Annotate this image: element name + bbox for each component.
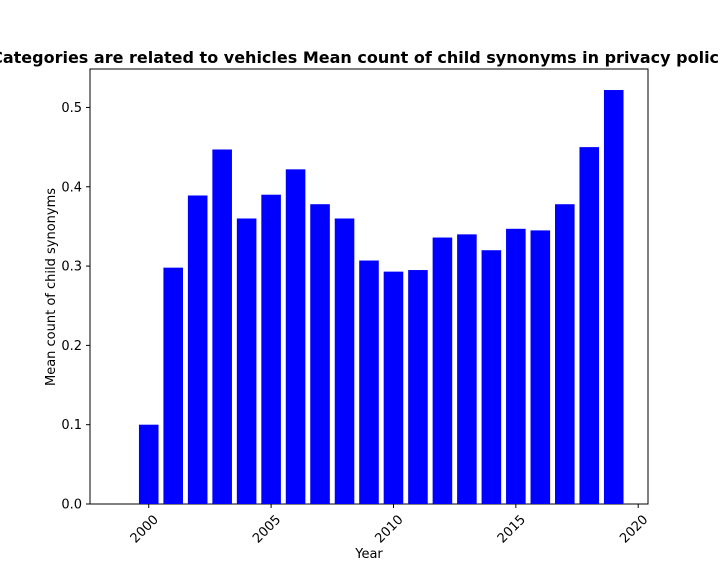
chart-title: Categories are related to vehicles Mean …: [0, 48, 720, 67]
bar-2011: [408, 270, 428, 504]
bar-2010: [383, 271, 404, 504]
y-tick-label: 0.3: [61, 260, 82, 275]
bar-2002: [187, 195, 208, 505]
bar-2004: [236, 218, 257, 505]
y-tick-label: 0.5: [61, 101, 82, 116]
x-axis-label: Year: [354, 547, 383, 562]
bar-2000: [138, 424, 159, 504]
bar-2006: [285, 169, 306, 504]
y-tick-label: 0.2: [61, 339, 82, 354]
bar-2019: [603, 90, 624, 505]
y-axis: 0.0 0.1 0.2 0.3 0.4 0.5: [61, 101, 90, 513]
bar-2012: [432, 237, 453, 504]
bar-2009: [359, 260, 379, 504]
bar-2005: [261, 194, 281, 504]
bar-2003: [212, 149, 232, 504]
y-tick-label: 0.4: [61, 180, 82, 195]
bar-2008: [334, 218, 355, 505]
y-tick-label: 0.1: [61, 418, 82, 433]
bar-2013: [457, 234, 477, 505]
bar-2017: [555, 204, 575, 504]
bar-2016: [530, 230, 551, 504]
bar-2014: [481, 250, 502, 504]
bars-group: [138, 90, 624, 505]
bar-2001: [163, 267, 183, 504]
bar-2007: [310, 204, 330, 504]
bar-2018: [579, 147, 600, 504]
y-tick-label: 0.0: [61, 498, 82, 513]
y-axis-label: Mean count of child synonyms: [44, 188, 59, 386]
bar-2015: [506, 228, 526, 505]
